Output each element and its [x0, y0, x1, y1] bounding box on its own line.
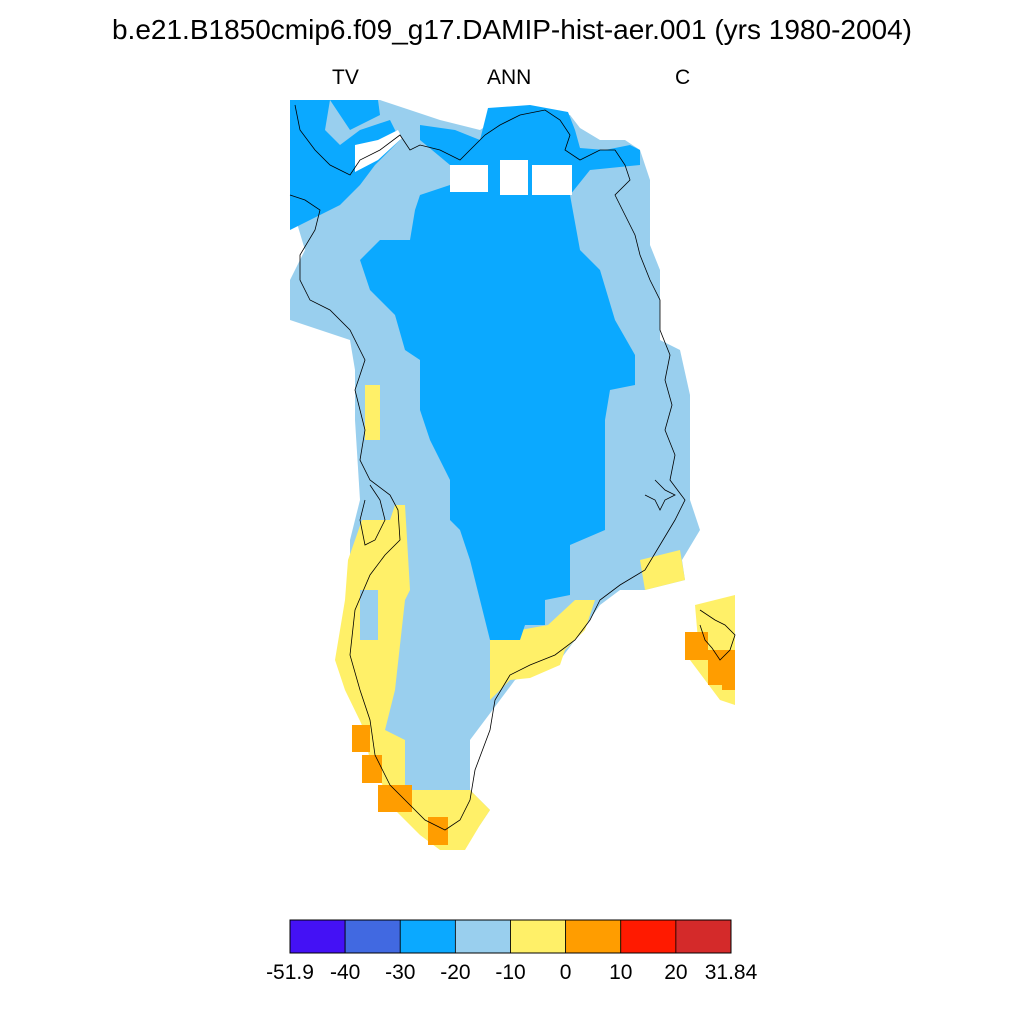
plot-title: b.e21.B1850cmip6.f09_g17.DAMIP-hist-aer.… [111, 14, 913, 45]
map-region-light-blue-inset [360, 590, 378, 640]
colorbar-tick-label: 20 [664, 961, 688, 984]
map-region-blue [290, 100, 640, 640]
colorbar-swatch [510, 919, 567, 954]
colorbar-swatch [565, 919, 622, 954]
units-label: C [675, 66, 691, 89]
colorbar-swatch [620, 919, 677, 954]
colorbar-swatch [454, 919, 511, 954]
colorbar-tick-label: -40 [329, 961, 361, 984]
colorbar-tick-label: -20 [440, 961, 471, 984]
colorbar-swatch [399, 919, 456, 954]
season-label: ANN [487, 66, 532, 89]
coastline [289, 104, 736, 831]
colorbar-tick-label: -10 [495, 961, 526, 984]
colorbar-tick-label: 31.84 [704, 961, 758, 984]
colorbar-tick-label: 0 [559, 961, 572, 984]
colorbar-tick-label: 10 [609, 961, 633, 984]
variable-label: TV [332, 66, 359, 89]
colorbar-swatch [344, 919, 401, 954]
colorbar-swatch [289, 919, 346, 954]
colorbar-tick-label: -30 [385, 961, 416, 984]
colorbar-swatch [675, 919, 732, 954]
colorbar-tick-label: -51.9 [266, 961, 314, 984]
